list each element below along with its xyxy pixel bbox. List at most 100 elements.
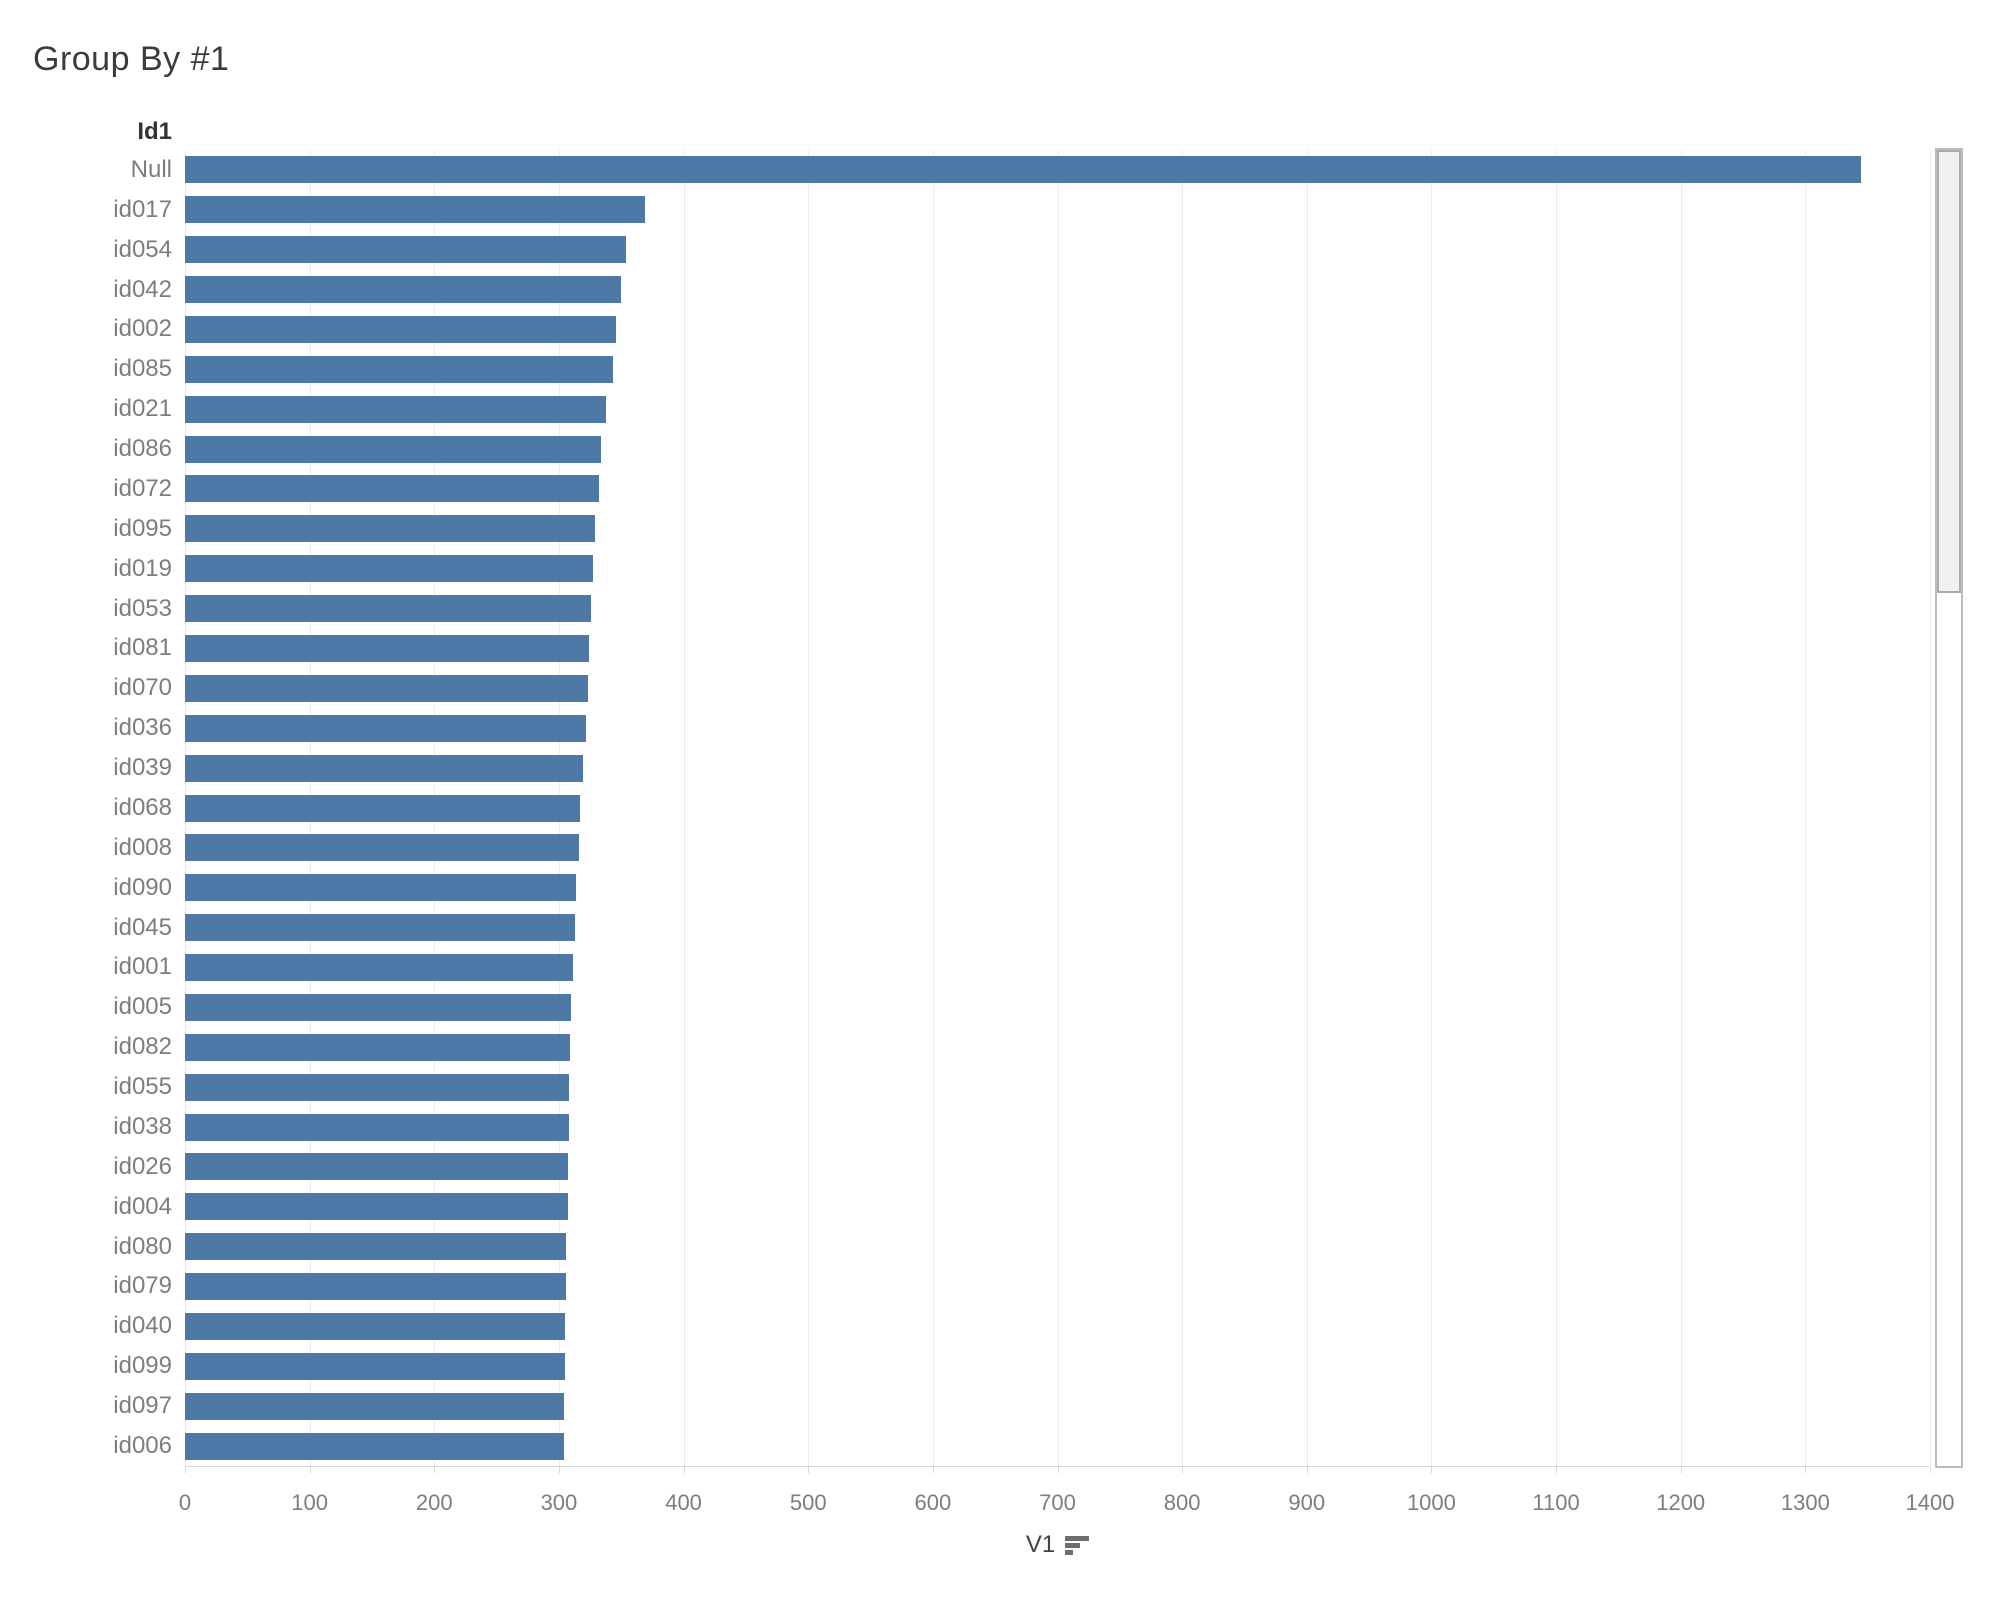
bar[interactable]	[185, 1432, 564, 1460]
bar[interactable]	[185, 634, 589, 662]
axis-tick	[1805, 1467, 1807, 1473]
category-label[interactable]: id090	[113, 873, 172, 901]
gridline	[1805, 150, 1807, 1466]
x-axis-tick-label: 600	[914, 1490, 952, 1515]
bar[interactable]	[185, 1033, 571, 1061]
bar[interactable]	[185, 954, 573, 981]
bar[interactable]	[185, 1273, 567, 1301]
bar[interactable]	[185, 475, 599, 503]
bar[interactable]	[185, 276, 622, 304]
bar[interactable]	[185, 355, 613, 383]
category-label[interactable]: id021	[113, 395, 172, 423]
category-label[interactable]: id097	[113, 1392, 172, 1420]
bar[interactable]	[185, 156, 1862, 184]
axis-tick	[309, 1467, 311, 1473]
category-label[interactable]: id002	[113, 315, 172, 343]
category-label[interactable]: id005	[113, 993, 172, 1021]
category-label[interactable]: id095	[113, 514, 172, 542]
category-label[interactable]: id055	[113, 1073, 172, 1101]
bar[interactable]	[185, 1073, 569, 1101]
x-axis-title: V1	[185, 1531, 1930, 1559]
x-axis-tick-label: 400	[665, 1490, 702, 1515]
bar[interactable]	[185, 515, 596, 543]
category-label[interactable]: id001	[113, 953, 172, 981]
bar-chart-plot-area	[185, 150, 1931, 1466]
category-label[interactable]: id040	[113, 1312, 172, 1340]
bar[interactable]	[185, 1392, 564, 1420]
category-label[interactable]: id008	[113, 833, 172, 861]
bar[interactable]	[185, 794, 581, 822]
axis-tick	[808, 1467, 810, 1473]
bar[interactable]	[185, 1312, 566, 1340]
x-axis-tick-label: 800	[1163, 1490, 1201, 1515]
category-label[interactable]: id054	[113, 235, 172, 263]
bar[interactable]	[185, 435, 602, 463]
axis-tick	[1431, 1467, 1433, 1473]
bar[interactable]	[185, 714, 587, 742]
gridline	[1182, 150, 1184, 1466]
category-label[interactable]: id039	[113, 754, 172, 782]
category-label[interactable]: id019	[113, 554, 172, 582]
category-label[interactable]: id080	[113, 1232, 172, 1260]
axis-tick	[1057, 1467, 1059, 1473]
bar[interactable]	[185, 555, 593, 583]
sort-descending-icon[interactable]	[1065, 1535, 1090, 1555]
bar[interactable]	[185, 196, 645, 224]
category-label[interactable]: id038	[113, 1112, 172, 1140]
axis-tick	[558, 1467, 560, 1473]
x-axis-tick-label: 1000	[1406, 1490, 1456, 1515]
page-title: Group By #1	[33, 40, 230, 78]
bar[interactable]	[185, 315, 617, 343]
x-axis-tick-label: 1200	[1656, 1490, 1706, 1515]
category-label[interactable]: id086	[113, 435, 172, 463]
category-label[interactable]: id042	[113, 275, 172, 303]
bar[interactable]	[185, 834, 579, 862]
category-label[interactable]: id068	[113, 793, 172, 821]
bar[interactable]	[185, 1352, 566, 1380]
x-axis-tick-label: 200	[415, 1490, 453, 1515]
bar[interactable]	[185, 674, 588, 702]
category-label[interactable]: id045	[113, 913, 172, 941]
axis-tick	[932, 1467, 934, 1473]
x-axis-tick-label: 900	[1288, 1490, 1326, 1515]
bar[interactable]	[185, 754, 583, 782]
bar[interactable]	[185, 1153, 568, 1181]
category-label[interactable]: id082	[113, 1033, 172, 1061]
category-label[interactable]: id085	[113, 355, 172, 383]
gridline	[1680, 150, 1682, 1466]
axis-tick	[683, 1467, 685, 1473]
bar[interactable]	[185, 1113, 569, 1141]
gridline	[1431, 150, 1433, 1466]
x-axis-title-label: V1	[1025, 1531, 1056, 1558]
bar[interactable]	[185, 914, 576, 942]
bar[interactable]	[185, 1193, 568, 1221]
bar[interactable]	[185, 1233, 567, 1261]
scrollbar-thumb[interactable]	[1937, 150, 1961, 593]
category-column-header: Id1	[137, 118, 172, 145]
category-label[interactable]: id099	[113, 1352, 172, 1380]
category-label[interactable]: id026	[113, 1152, 172, 1180]
bar[interactable]	[185, 395, 607, 423]
category-label[interactable]: id053	[113, 594, 172, 622]
axis-tick	[1680, 1467, 1682, 1473]
bar[interactable]	[185, 993, 572, 1021]
category-label[interactable]: Null	[130, 155, 172, 183]
category-label[interactable]: id004	[113, 1192, 172, 1220]
axis-tick	[1182, 1467, 1184, 1473]
category-label[interactable]: id036	[113, 714, 172, 742]
x-axis-line	[185, 1466, 1930, 1467]
bar[interactable]	[185, 874, 577, 902]
x-axis-tick-label: 1300	[1780, 1490, 1830, 1515]
bar[interactable]	[185, 595, 592, 623]
category-label[interactable]: id079	[113, 1272, 172, 1300]
x-axis-tick-label: 500	[789, 1490, 827, 1515]
category-label[interactable]: id006	[113, 1431, 172, 1459]
category-label[interactable]: id017	[113, 195, 172, 223]
vertical-scrollbar[interactable]	[1935, 148, 1963, 1468]
category-label[interactable]: id070	[113, 674, 172, 702]
category-label[interactable]: id081	[113, 634, 172, 662]
axis-tick	[1306, 1467, 1308, 1473]
bar[interactable]	[185, 236, 627, 264]
category-label[interactable]: id072	[113, 474, 172, 502]
gridline	[808, 150, 810, 1466]
